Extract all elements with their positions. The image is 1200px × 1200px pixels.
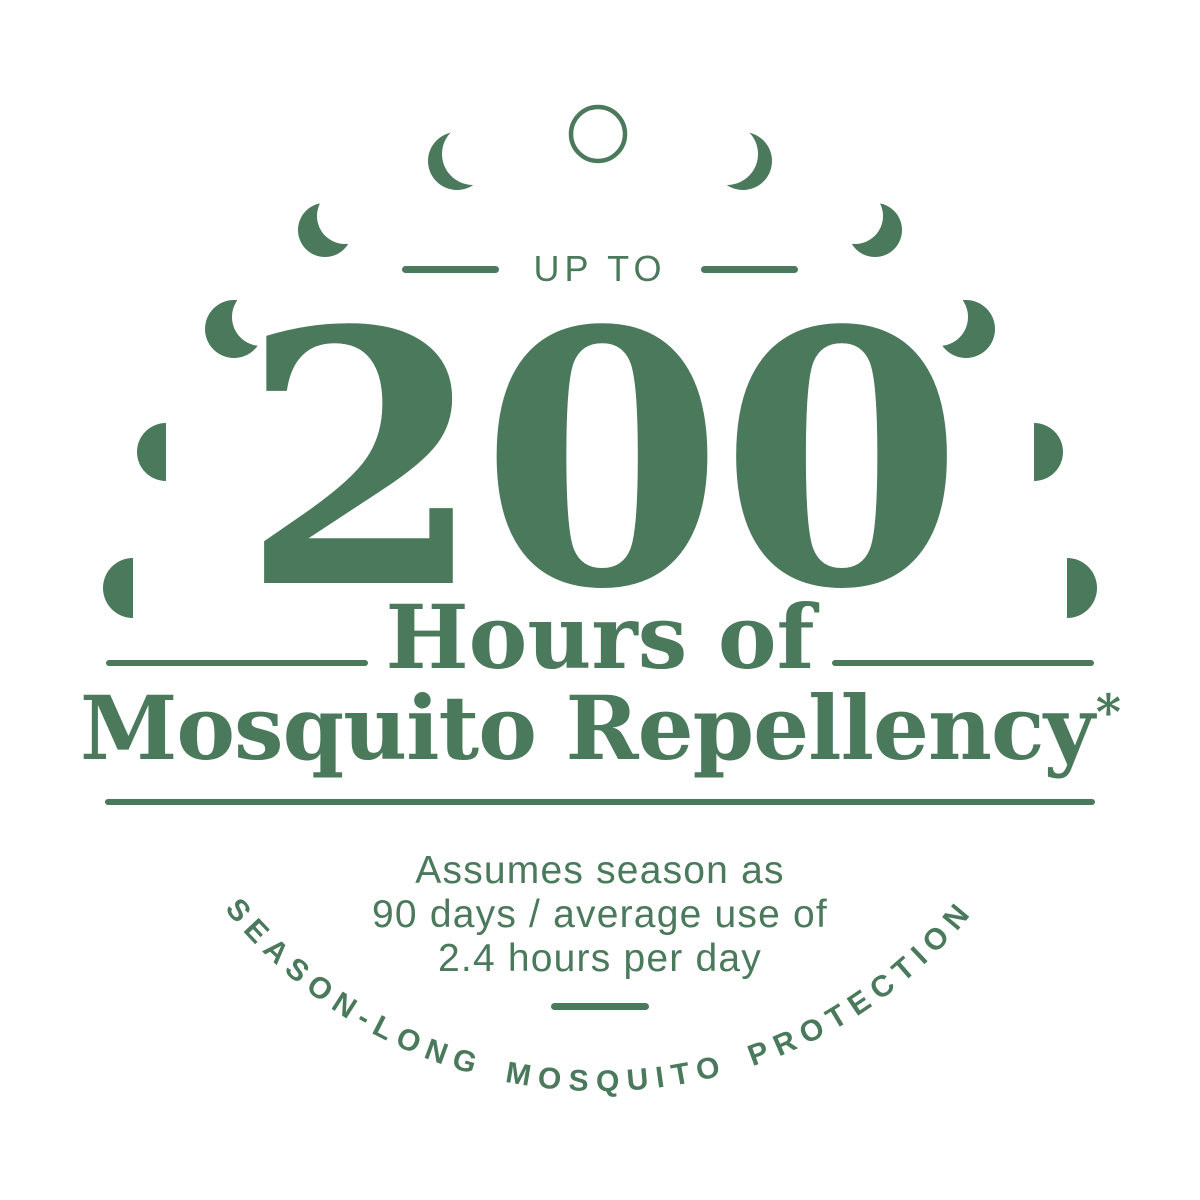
headline-rule-left	[106, 660, 368, 666]
crescent-moon-icon	[205, 288, 290, 358]
crescent-moon-icon	[428, 123, 504, 190]
divider-rule	[105, 799, 1095, 805]
eyebrow-dash-right	[700, 265, 798, 273]
footnote-line: Assumes season as	[415, 849, 785, 892]
eyebrow: UP TO	[0, 248, 1200, 289]
crescent-moon-icon	[827, 188, 902, 257]
full-moon-outline-icon	[568, 104, 628, 164]
headline-line2-text: Mosquito Repellency	[79, 676, 1095, 780]
headline-rule-right	[832, 660, 1094, 666]
asterisk-footnote-marker: *	[1095, 685, 1121, 741]
eyebrow-dash-left	[402, 265, 500, 273]
footnote-rule	[551, 1003, 649, 1010]
headline-line1: Hours of	[385, 585, 815, 689]
footnote: Assumes season as 90 days / average use …	[0, 849, 1200, 981]
crescent-moon-icon	[910, 288, 995, 358]
half-moon-icon	[103, 558, 133, 618]
crescent-moon-icon	[298, 188, 373, 257]
headline-line2: Mosquito Repellency*	[0, 684, 1200, 772]
half-moon-icon	[1067, 558, 1097, 618]
half-moon-icon	[137, 423, 166, 481]
footnote-line: 90 days / average use of	[372, 893, 828, 936]
footnote-line: 2.4 hours per day	[438, 937, 762, 980]
headline-number: 200	[240, 254, 964, 666]
half-moon-icon	[1034, 423, 1063, 481]
eyebrow-label: UP TO	[533, 248, 667, 289]
crescent-moon-icon	[696, 123, 772, 190]
